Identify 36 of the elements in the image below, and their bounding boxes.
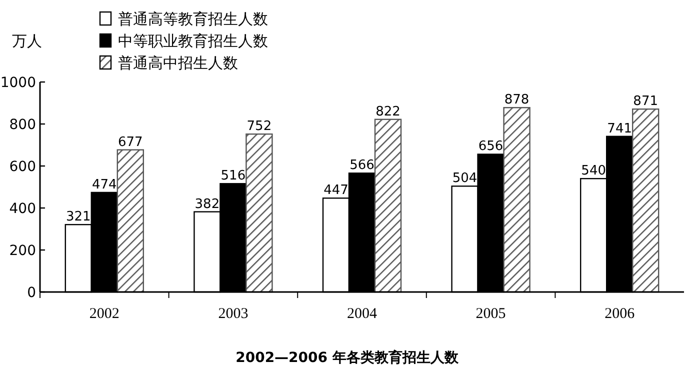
data-label: 382 <box>194 196 220 212</box>
y-tick-label: 1000 <box>0 75 36 91</box>
data-label: 447 <box>324 183 348 198</box>
y-tick-label: 600 <box>9 159 36 175</box>
data-label: 741 <box>607 121 632 136</box>
bar <box>116 149 144 293</box>
data-label: 822 <box>376 104 400 120</box>
bar <box>632 108 660 293</box>
y-tick-label: 0 <box>27 285 36 301</box>
y-tick-label: 400 <box>9 201 36 217</box>
data-label: 878 <box>504 92 530 108</box>
bar <box>246 133 273 293</box>
data-label: 516 <box>220 168 246 184</box>
data-label: 656 <box>478 139 504 154</box>
x-tick-label: 2003 <box>218 306 248 322</box>
legend-label: 中等职业教育招生人数 <box>118 32 268 50</box>
x-tick-label: 2005 <box>476 306 506 322</box>
data-label: 474 <box>92 177 117 192</box>
x-tick-label: 2004 <box>347 306 378 322</box>
data-label: 677 <box>118 134 143 150</box>
data-label: 504 <box>452 171 478 186</box>
bar <box>503 107 530 293</box>
x-tick-label: 2002 <box>89 306 120 322</box>
legend-label: 普通高等教育招生人数 <box>118 10 268 28</box>
data-label: 566 <box>350 158 374 174</box>
text: 2002—2006 年各类教育招生人数 <box>236 349 460 366</box>
bar <box>374 118 402 293</box>
y-tick-label: 200 <box>9 243 36 259</box>
data-label: 540 <box>581 164 606 179</box>
data-label: 321 <box>66 210 91 225</box>
legend-label: 普通高中招生人数 <box>118 54 238 72</box>
data-label: 871 <box>633 94 658 110</box>
data-label: 752 <box>246 119 272 134</box>
y-tick-label: 800 <box>9 117 36 133</box>
x-tick-label: 2006 <box>604 306 636 322</box>
y-axis-title: 万人 <box>12 32 42 50</box>
